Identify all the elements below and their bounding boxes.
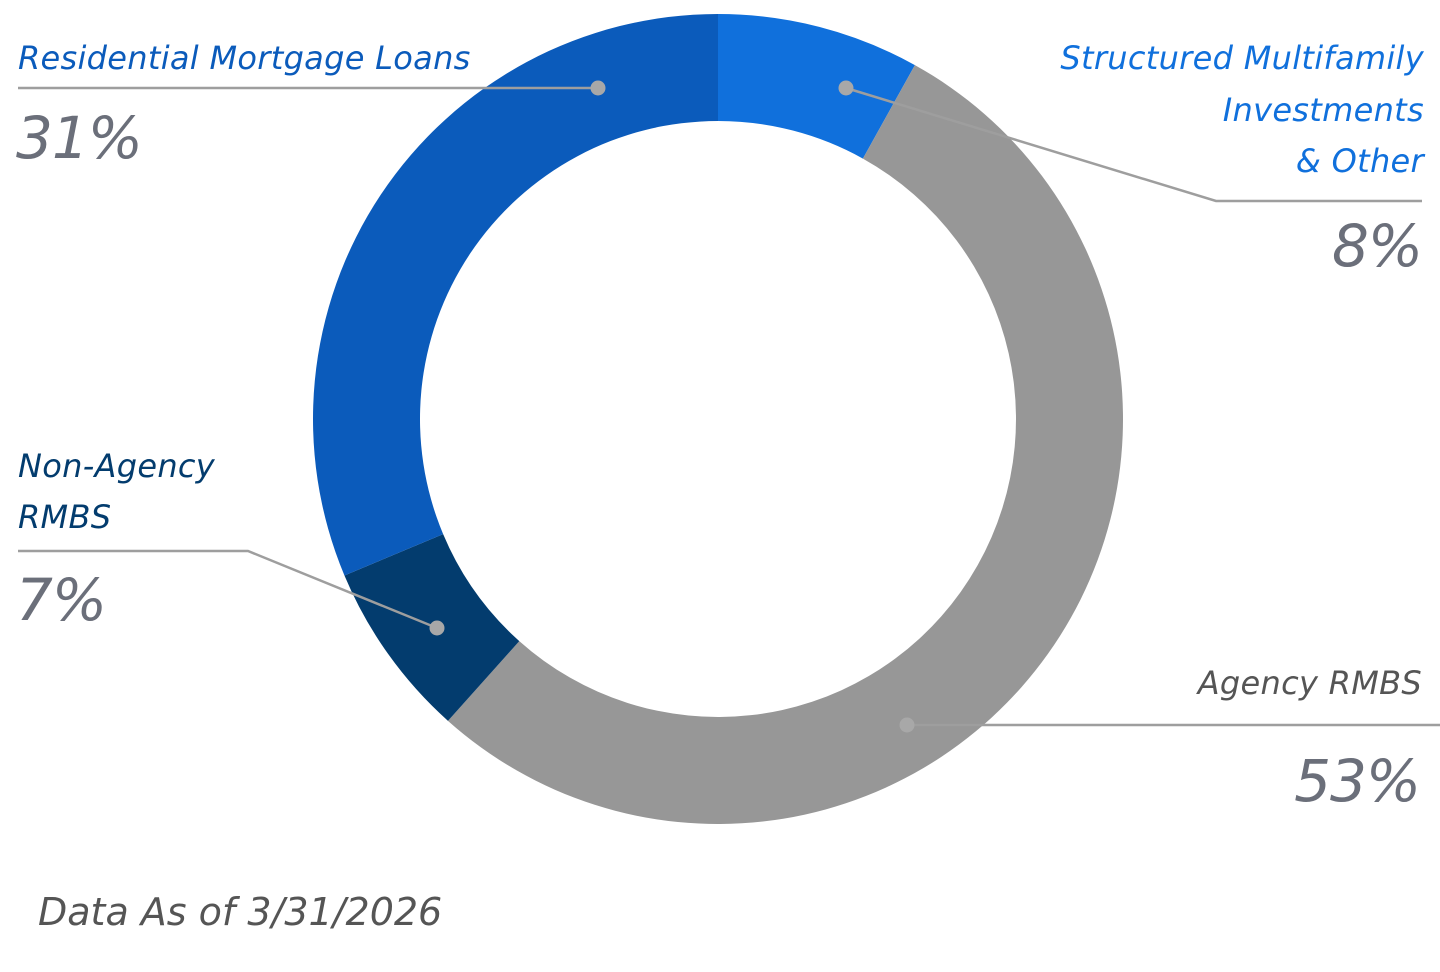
percent-structured: 8%: [1331, 212, 1423, 280]
leader-dot-structured: [838, 80, 854, 96]
leader-lines: [18, 80, 1440, 733]
percent-agency: 53%: [1294, 747, 1421, 815]
slice-residential-mortgage-loans: [313, 14, 718, 576]
leader-dot-nonagency: [429, 620, 445, 636]
label-structured-line1: Structured Multifamily: [1060, 39, 1424, 77]
leader-line-nonagency: [18, 549, 438, 630]
percent-nonagency: 7%: [16, 566, 107, 634]
percent-residential: 31%: [16, 104, 143, 172]
slice-structured-multifamily-investments-other: [718, 14, 915, 159]
label-structured-line3: & Other: [1295, 142, 1424, 180]
label-structured-line2: Investments: [1222, 91, 1424, 129]
leader-dot-agency: [899, 717, 915, 733]
label-nonagency-line2: RMBS: [18, 498, 112, 536]
label-nonagency-line1: Non-Agency: [18, 447, 216, 485]
leader-dot-residential: [590, 80, 606, 96]
leader-line-structured: [845, 86, 1422, 203]
label-residential: Residential Mortgage Loans: [18, 39, 471, 77]
label-agency: Agency RMBS: [1197, 664, 1422, 702]
footer-date-note: Data As of 3/31/2026: [38, 890, 443, 934]
slice-agency-rmbs: [447, 65, 1124, 825]
